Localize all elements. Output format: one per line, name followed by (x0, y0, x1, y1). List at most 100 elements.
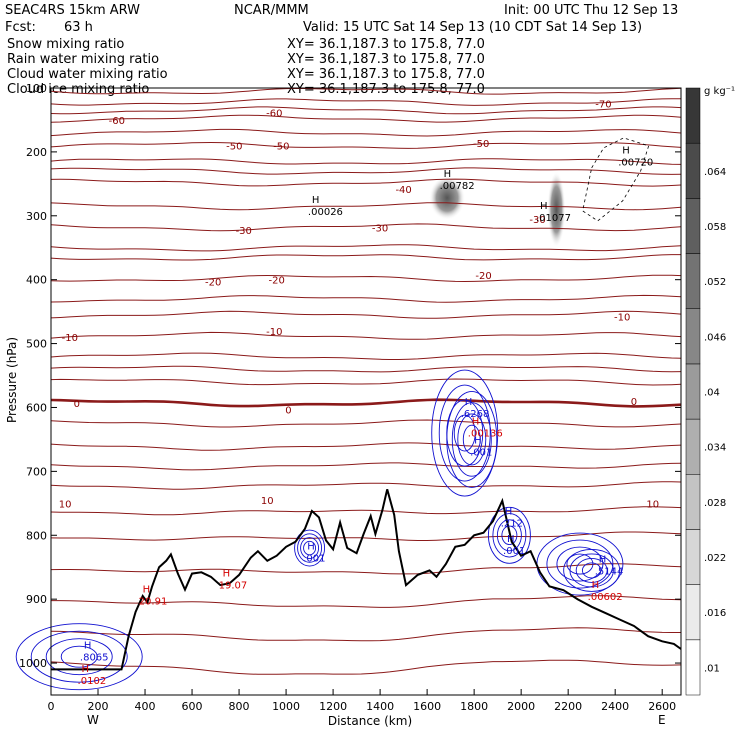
cloud-water-contour (492, 513, 527, 558)
isotherm-line (50, 531, 682, 541)
isotherm-label: 0 (285, 405, 291, 416)
cloud-water-contour (30, 630, 128, 683)
max-value-label: .5144 (595, 566, 624, 577)
colorbar-segment (685, 308, 701, 365)
isotherm-line (50, 87, 682, 95)
max-value-label: .6268 (461, 409, 490, 420)
isotherm-label: -10 (62, 333, 78, 344)
colorbar-unit: g kg⁻¹ (704, 86, 735, 97)
colorbar-segment (685, 253, 701, 309)
colorbar-tick-label: .034 (704, 443, 726, 454)
isotherm-label: -30 (236, 226, 252, 237)
cloud-water-contour (60, 645, 98, 668)
colorbar-tick-label: .028 (704, 498, 726, 509)
org-label: NCAR/MMM (234, 3, 309, 18)
cloud-water-contour (15, 623, 143, 691)
max-value-label: .8065 (80, 653, 109, 664)
cloud-water-contour (438, 384, 491, 482)
y-tick-label: 800 (26, 529, 47, 542)
isotherm-line (51, 595, 682, 608)
isotherm-line (50, 128, 682, 137)
isotherm-line (50, 419, 682, 428)
cloud-water-contour (294, 529, 326, 567)
max-marker: H (307, 542, 315, 553)
colorbar-tick-label: .04 (704, 388, 720, 399)
snow-blob (429, 175, 466, 220)
isotherm-label: -60 (109, 116, 125, 127)
maxima-labels: H.00026H.00782H.01077H.00720H.6268H.0013… (78, 145, 654, 687)
isotherm-line (50, 274, 682, 283)
x-tick-label: 2000 (507, 700, 535, 713)
y-tick-label: 400 (26, 274, 47, 287)
isotherm-label: -10 (614, 313, 630, 324)
colorbar-segment (685, 87, 701, 144)
isotherm-line (50, 202, 682, 211)
max-marker: H (472, 416, 480, 427)
isotherm-label: -20 (205, 278, 221, 289)
east-label: E (658, 713, 666, 727)
y-tick-label: 100 (26, 82, 47, 95)
cloud-water-contour (453, 414, 476, 452)
y-tick-label: 600 (26, 401, 47, 414)
max-marker: H (505, 506, 513, 517)
isotherm-label: -20 (475, 271, 491, 282)
cloud-water-contour (446, 390, 498, 488)
isotherm-line (50, 141, 682, 149)
max-marker: H (474, 435, 482, 446)
x-tick-label: 400 (135, 700, 156, 713)
legend: Snow mixing ratio XY= 36.1,187.3 to 175.… (7, 37, 485, 97)
isotherm-label: -30 (372, 223, 388, 234)
max-marker: H (592, 580, 600, 591)
legend-xy-snow: XY= 36.1,187.3 to 175.8, 77.0 (287, 37, 485, 52)
isotherm-line (50, 178, 682, 187)
isotherm-line (50, 167, 682, 175)
colorbar-tick-label: .016 (704, 608, 726, 619)
cloud-water-contour (297, 533, 323, 563)
isotherm-line (50, 244, 682, 252)
x-tick-label: 1000 (272, 700, 300, 713)
y-tick-label: 900 (26, 593, 47, 606)
max-value-label: 20.91 (139, 596, 168, 607)
cloud-water-contour (575, 557, 608, 583)
max-value-label: 19.07 (219, 580, 248, 591)
isotherm-line (50, 114, 682, 123)
west-label: W (87, 713, 99, 727)
cloud-water-contour (569, 553, 614, 588)
isotherm-line (50, 223, 682, 232)
colorbar: .01 .016 .022 .028 .034 .04 .046 .052 .058 .064 (685, 87, 726, 696)
isotherm-label: -30 (529, 215, 545, 226)
x-tick-label: 200 (88, 700, 109, 713)
isotherm-label: -20 (268, 276, 284, 287)
x-tick-label: 2600 (648, 700, 676, 713)
colorbar-segment (685, 418, 701, 475)
legend-label-cloud-water: Cloud water mixing ratio (7, 67, 168, 82)
cloud-water-contour (300, 537, 320, 559)
colorbar-tick-label: .052 (704, 277, 726, 288)
x-tick-label: 1400 (366, 700, 394, 713)
x-axis-ticks: 0 200 400 600 800 1000 1200 1400 1600 1800 2000 220… (48, 689, 676, 713)
colorbar-segment (685, 639, 701, 696)
colorbar-segment (685, 474, 701, 530)
y-tick-label: 300 (26, 210, 47, 223)
max-value-label: .00782 (440, 181, 475, 192)
cloud-water-contour (581, 562, 602, 579)
x-tick-label: 0 (48, 700, 55, 713)
max-value-label: .01077 (536, 213, 571, 224)
cloud-ice-contour (582, 137, 650, 222)
isotherm-line (50, 506, 682, 516)
isotherm-label: 10 (59, 499, 72, 510)
legend-label-snow: Snow mixing ratio (7, 37, 124, 52)
max-marker: H (444, 169, 452, 180)
isotherm-line (50, 294, 682, 303)
x-tick-label: 1600 (413, 700, 441, 713)
terrain-line (51, 489, 682, 671)
x-tick-label: 600 (182, 700, 203, 713)
y-axis-label: Pressure (hPa) (5, 337, 19, 423)
max-value-label: .00026 (308, 207, 343, 218)
max-marker: H (507, 534, 515, 545)
isotherm-line (50, 378, 682, 386)
x-tick-label: 1800 (460, 700, 488, 713)
cloud-water-contours (15, 137, 650, 691)
max-marker: H (82, 664, 90, 675)
